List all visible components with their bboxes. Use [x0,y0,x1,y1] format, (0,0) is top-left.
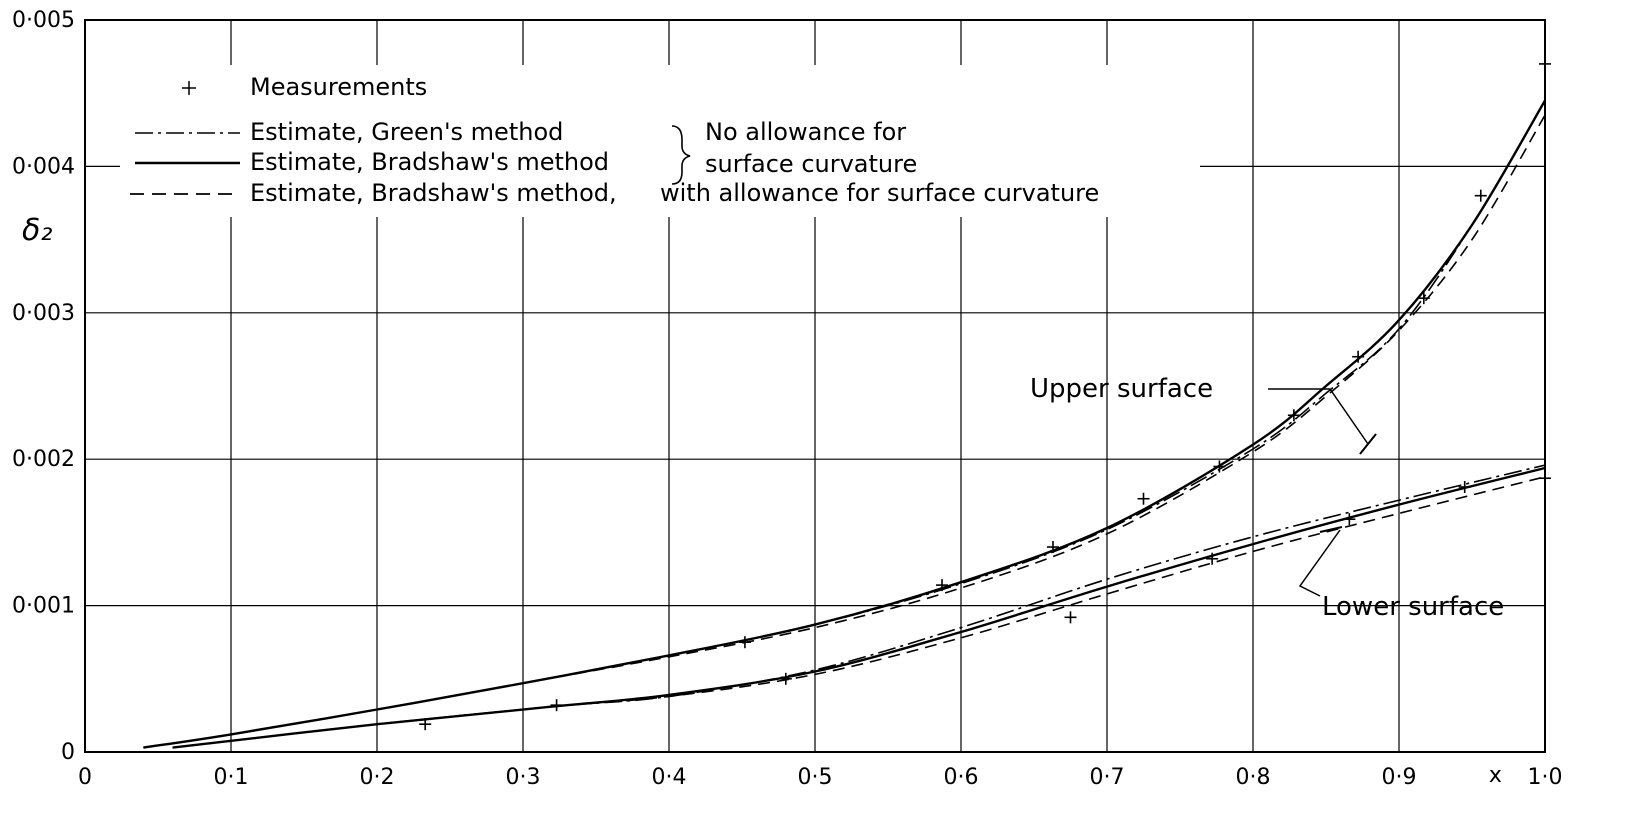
legend-label-green: Estimate, Green's method [250,118,563,146]
y-tick-label: 0·001 [12,594,75,619]
lower-surface-leader-tick [1319,526,1343,533]
measurement-markers [419,57,1551,731]
y-axis-label: δ₂ [22,213,52,248]
legend-background [120,65,1200,217]
measurement-point-11 [1343,513,1356,526]
x-tick-label: 0 [78,765,92,790]
x-axis-label: x [1489,763,1502,788]
y-tick-label: 0·003 [12,301,75,326]
x-tick-label: 0·4 [652,765,687,790]
x-tick-label: 0·9 [1382,765,1417,790]
lower-surface-leader [1298,529,1341,597]
legend-brace-label-1: No allowance for [705,118,906,146]
x-tick-label: 0·5 [798,765,833,790]
legend-label-bradshaw: Estimate, Bradshaw's method [250,148,609,176]
measurement-point-17 [1539,57,1551,70]
annotations: Upper surface Lower surface [1030,374,1504,622]
measurement-point-8 [1206,552,1219,565]
measurement-point-0 [419,718,432,731]
measurement-point-4 [936,579,949,592]
lower-surface-label: Lower surface [1322,592,1504,622]
legend-brace [671,125,691,185]
legend-brace-label-2: surface curvature [705,150,917,178]
x-tick-label: 0·6 [944,765,979,790]
x-tick-label: 0·2 [360,765,395,790]
x-tick-label: 0·8 [1236,765,1271,790]
y-tick-label: 0·005 [12,8,75,33]
measurement-point-2 [738,636,751,649]
y-axis-ticks: 0 0·001 0·002 0·003 0·004 0·005 [12,8,75,765]
upper-surface-leader-tick [1359,433,1377,455]
legend-label-bradshaw-curvature: Estimate, Bradshaw's method, [250,179,617,207]
legend-measurements-marker [182,81,196,95]
measurement-point-3 [779,672,792,685]
measurement-point-1 [550,699,563,712]
measurement-point-6 [1064,611,1077,624]
legend: Measurements Estimate, Green's method Es… [120,65,1200,217]
measurement-point-10 [1287,409,1300,422]
legend-label-curvature-suffix: with allowance for surface curvature [660,179,1099,207]
y-tick-label: 0·002 [12,447,75,472]
upper-surface-leader [1268,388,1369,445]
series-upper-bradshaw_curvature [143,114,1546,749]
x-tick-label: 1·0 [1528,765,1563,790]
series-lower-bradshaw_curvature [172,476,1546,749]
measurement-point-16 [1539,472,1551,485]
x-tick-label: 0·7 [1090,765,1125,790]
measurement-point-5 [1046,541,1059,554]
x-axis-ticks: 0 0·1 0·2 0·3 0·4 0·5 0·6 0·7 0·8 0·9 1·0 [78,765,1563,790]
legend-label-measurements: Measurements [250,73,427,101]
upper-surface-label: Upper surface [1030,374,1213,404]
measurement-point-9 [1213,460,1226,473]
measurement-point-12 [1352,350,1365,363]
x-tick-label: 0·1 [214,765,249,790]
measurement-point-14 [1458,481,1471,494]
measurement-point-15 [1474,189,1487,202]
measurement-point-13 [1417,292,1430,305]
x-tick-label: 0·3 [506,765,541,790]
measurement-point-7 [1137,492,1150,505]
series-lower-green [172,464,1546,749]
y-tick-label: 0·004 [12,154,75,179]
plot-frame [84,19,1546,753]
series-layer [143,99,1547,749]
y-tick-label: 0 [61,740,75,765]
